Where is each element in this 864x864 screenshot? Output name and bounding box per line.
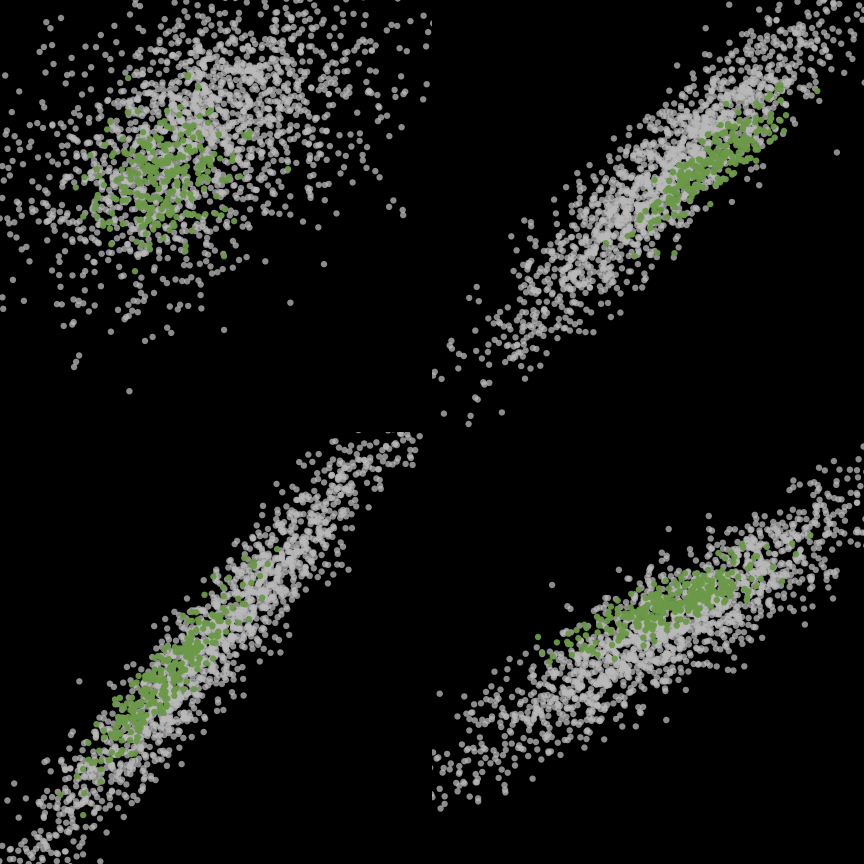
series-background	[432, 443, 864, 837]
series-background	[0, 432, 432, 864]
panel-top-right	[432, 0, 864, 432]
scatter-plot	[432, 432, 864, 864]
panel-bottom-right	[432, 432, 864, 864]
scatter-grid	[0, 0, 864, 864]
series-background	[0, 0, 432, 370]
scatter-plot	[0, 0, 432, 432]
panel-bottom-left	[0, 432, 432, 864]
scatter-plot	[432, 0, 864, 432]
scatter-plot	[0, 432, 432, 864]
panel-top-left	[0, 0, 432, 432]
series-background	[432, 0, 864, 432]
